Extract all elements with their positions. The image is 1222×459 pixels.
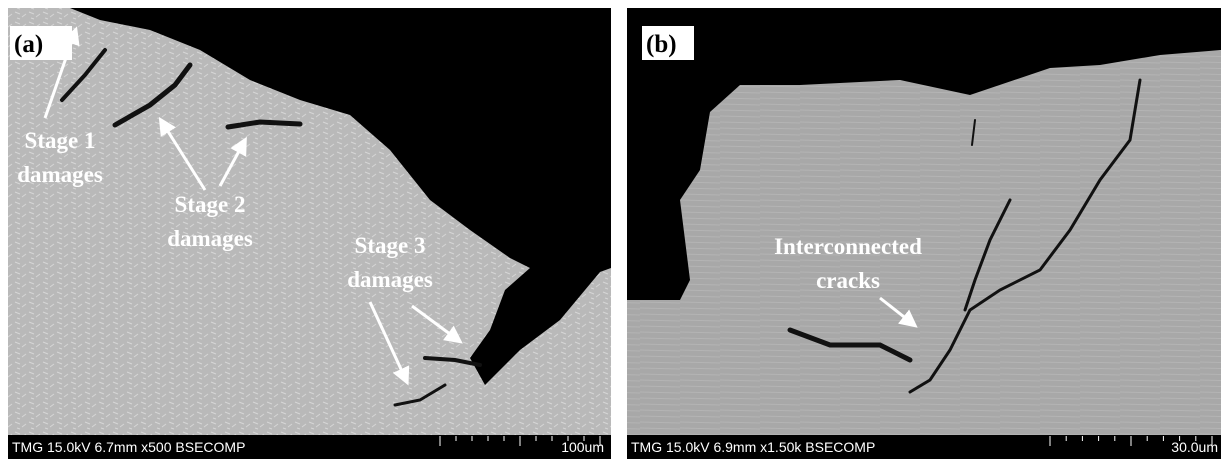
annotation: Stage 2 [175, 192, 246, 217]
annotation: Stage 3 [355, 233, 426, 258]
annotation: damages [347, 267, 433, 292]
panel-b: (b) TMG 15.0kV 6.9mm x1.50k BSECOMP 30.0… [627, 8, 1221, 459]
scale-label: 100um [561, 439, 604, 455]
annotation: damages [17, 162, 103, 187]
annotation: Stage 1 [25, 128, 96, 153]
info-text: TMG 15.0kV 6.9mm x1.50k BSECOMP [631, 439, 875, 455]
scale-label: 30.0um [1171, 439, 1218, 455]
annotation: Interconnected [774, 234, 922, 259]
panel-a: (a) TMG 15.0kV 6.7mm x500 BSECOMP 100um [8, 8, 611, 459]
annotation: damages [167, 226, 253, 251]
info-text: TMG 15.0kV 6.7mm x500 BSECOMP [12, 439, 245, 455]
panel-label: (b) [646, 31, 677, 58]
annotation: cracks [816, 268, 880, 293]
figure: (a) TMG 15.0kV 6.7mm x500 BSECOMP 100um … [0, 0, 1222, 459]
panel-label: (a) [14, 31, 43, 58]
